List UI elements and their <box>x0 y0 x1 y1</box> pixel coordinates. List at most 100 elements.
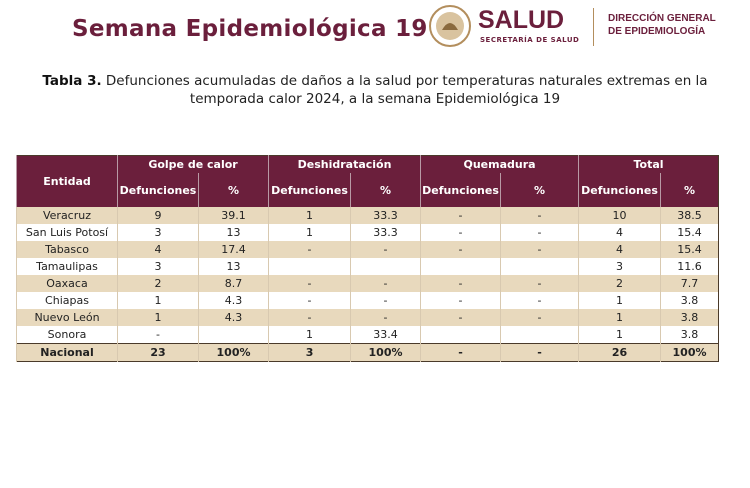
logo-name: SALUD <box>478 6 565 34</box>
cell: 11.6 <box>660 258 719 275</box>
cell: 3 <box>117 258 199 275</box>
entity-cell: Nuevo León <box>16 309 118 326</box>
cell: - <box>500 292 579 309</box>
total-cell: - <box>420 343 501 362</box>
cell: 1 <box>117 292 199 309</box>
cell: 39.1 <box>197 207 269 224</box>
cell: - <box>268 292 351 309</box>
cell: 13 <box>197 224 269 241</box>
entity-cell: Tabasco <box>16 241 118 258</box>
caption-label: Tabla 3. <box>42 73 102 89</box>
total-cell: 100% <box>660 343 719 362</box>
emblem <box>429 5 471 47</box>
cell: - <box>420 207 501 224</box>
cell: 1 <box>117 309 199 326</box>
cell: - <box>420 292 501 309</box>
group-header: Deshidratación <box>268 155 421 173</box>
cell: 1 <box>578 309 661 326</box>
logo: SALUD SECRETARÍA DE SALUD DIRECCIÓN GENE… <box>428 4 728 50</box>
table-row: Sonora -1 33.4 1 3.8 <box>16 326 719 344</box>
table-row: San Luis Potosí 3 13 1 33.3- -4 15.4 <box>16 224 719 241</box>
cell: 4.3 <box>197 309 269 326</box>
total-cell: 100% <box>197 343 269 362</box>
cell: 10 <box>578 207 661 224</box>
cell: 7.7 <box>660 275 719 292</box>
cell: 3.8 <box>660 309 719 326</box>
subheader: % <box>350 173 421 207</box>
table-row: Chiapas 1 4.3- - - -1 3.8 <box>16 292 719 309</box>
cell <box>350 258 421 275</box>
department-line: DE EPIDEMIOLOGÍA <box>608 26 706 37</box>
group-header: Golpe de calor <box>116 155 269 173</box>
cell: 3 <box>578 258 661 275</box>
cell: 8.7 <box>197 275 269 292</box>
cell: 4 <box>578 224 661 241</box>
logo-subtitle: SECRETARÍA DE SALUD <box>480 36 580 44</box>
total-cell: Nacional <box>16 343 118 362</box>
cell: 33.3 <box>350 207 421 224</box>
cell: 4 <box>117 241 199 258</box>
caption-text: Defunciones acumuladas de daños a la sal… <box>101 73 708 107</box>
cell: 13 <box>197 258 269 275</box>
entity-cell: San Luis Potosí <box>16 224 118 241</box>
cell: 38.5 <box>660 207 719 224</box>
cell: - <box>420 224 501 241</box>
subheader: % <box>660 173 719 207</box>
total-cell: 26 <box>578 343 661 362</box>
cell: 15.4 <box>660 241 719 258</box>
entity-cell: Tamaulipas <box>16 258 118 275</box>
cell: - <box>117 326 199 344</box>
cell: - <box>268 309 351 326</box>
subheader: Defunciones <box>420 173 501 207</box>
cell: 33.3 <box>350 224 421 241</box>
data-table: Entidad Golpe de calor Deshidratación Quema… <box>16 155 720 362</box>
divider <box>593 8 594 46</box>
caption: Tabla 3. Defunciones acumuladas de daños… <box>10 72 740 108</box>
page-title: Semana Epidemiológica 19 <box>72 16 428 42</box>
cell: 3.8 <box>660 326 719 344</box>
total-cell: 3 <box>268 343 351 362</box>
cell: - <box>350 241 421 258</box>
cell: 2 <box>117 275 199 292</box>
table-row: Oaxaca 2 8.7- - - -2 7.7 <box>16 275 719 292</box>
entity-cell: Sonora <box>16 326 118 344</box>
total-cell: 23 <box>117 343 199 362</box>
cell <box>500 326 579 344</box>
cell <box>500 258 579 275</box>
total-cell: - <box>500 343 579 362</box>
group-header: Quemadura <box>420 155 579 173</box>
cell: 4.3 <box>197 292 269 309</box>
table-row: Tamaulipas 3 13 3 11.6 <box>16 258 719 275</box>
entity-cell: Veracruz <box>16 207 118 224</box>
group-header: Total <box>578 155 719 173</box>
header-cell: Entidad <box>16 155 118 207</box>
cell: - <box>500 241 579 258</box>
cell: 1 <box>268 207 351 224</box>
cell: - <box>268 241 351 258</box>
table-row: Veracruz 9 39.1 1 33.3- -10 38.5 <box>16 207 719 224</box>
cell: 9 <box>117 207 199 224</box>
cell: - <box>500 309 579 326</box>
subheader: Defunciones <box>578 173 661 207</box>
cell: - <box>500 275 579 292</box>
cell: - <box>268 275 351 292</box>
subheader: Defunciones <box>268 173 351 207</box>
total-cell: 100% <box>350 343 421 362</box>
cell: 4 <box>578 241 661 258</box>
cell: - <box>420 241 501 258</box>
cell: 3 <box>117 224 199 241</box>
subheader-row: Defunciones% Defunciones% Defunciones% Defu… <box>17 173 719 207</box>
entity-cell: Chiapas <box>16 292 118 309</box>
subheader: % <box>500 173 579 207</box>
cell: 2 <box>578 275 661 292</box>
cell <box>268 258 351 275</box>
cell: - <box>420 275 501 292</box>
subheader: % <box>197 173 269 207</box>
cell: 1 <box>578 292 661 309</box>
cell: 1 <box>578 326 661 344</box>
cell: - <box>350 292 421 309</box>
total-row: Nacional 23 100% 3 100% - -26 100% <box>16 343 719 362</box>
cell <box>420 258 501 275</box>
subheader: Defunciones <box>117 173 199 207</box>
